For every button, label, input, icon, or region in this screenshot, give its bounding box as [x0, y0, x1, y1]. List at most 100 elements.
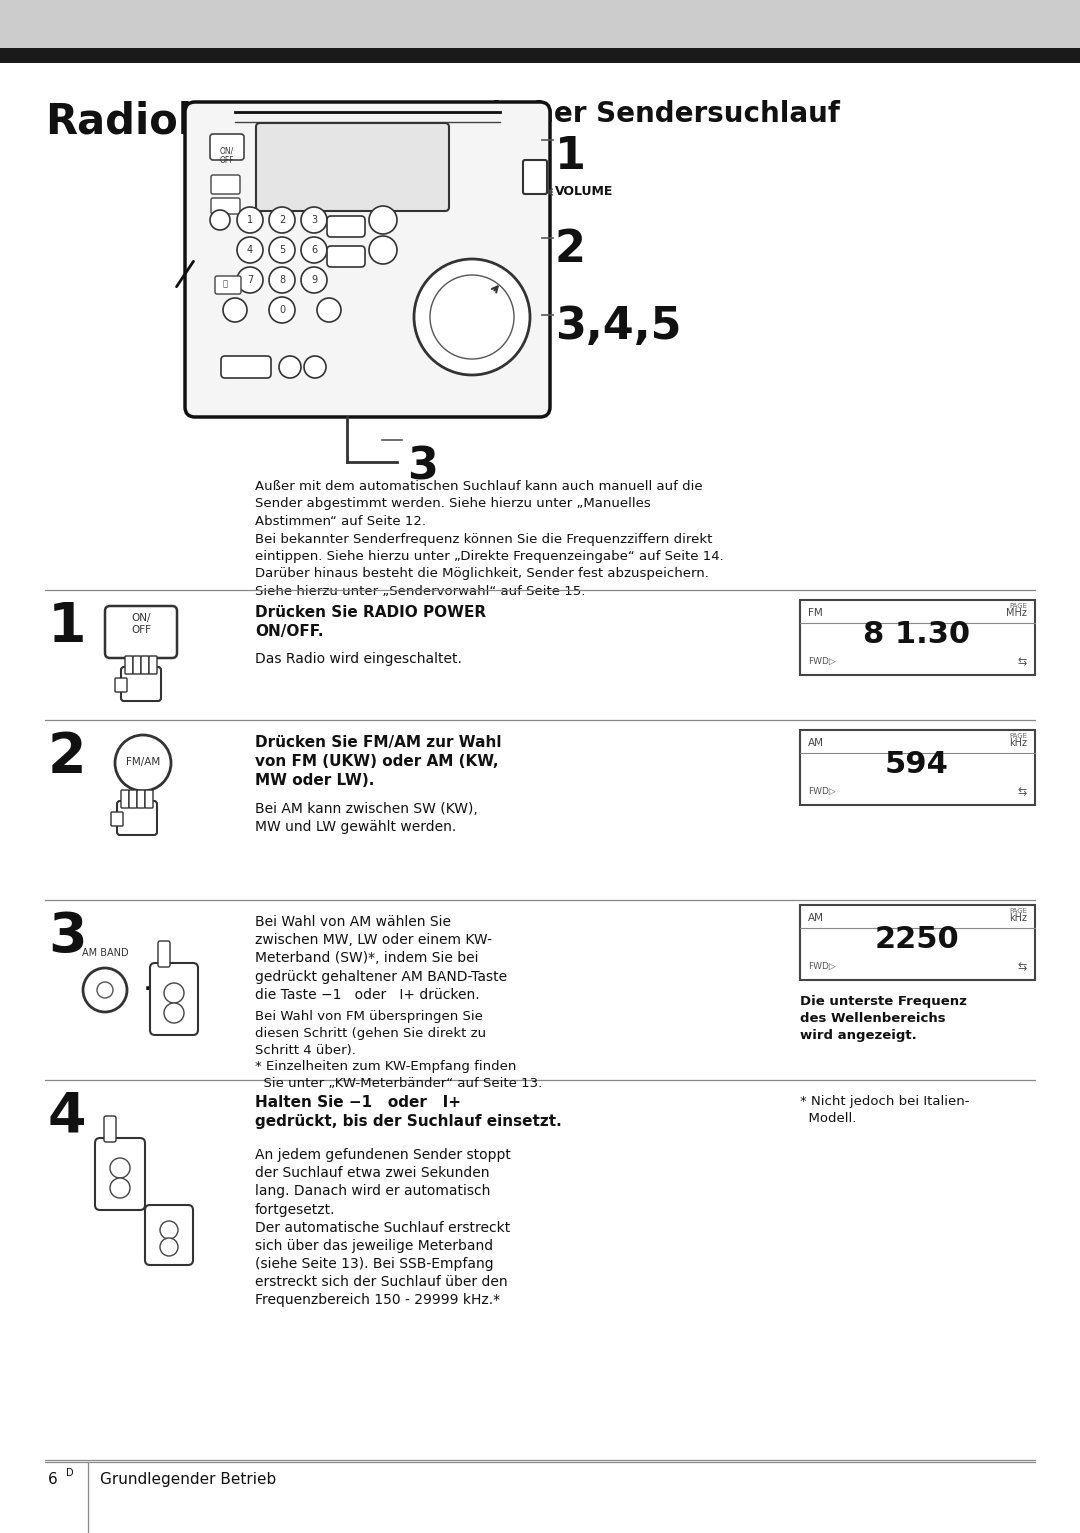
- Circle shape: [269, 207, 295, 233]
- Text: An jedem gefundenen Sender stoppt
der Suchlauf etwa zwei Sekunden
lang. Danach w: An jedem gefundenen Sender stoppt der Su…: [255, 1148, 511, 1308]
- Circle shape: [269, 267, 295, 293]
- FancyBboxPatch shape: [117, 802, 157, 835]
- FancyBboxPatch shape: [800, 599, 1035, 675]
- Text: Grundlegender Betrieb: Grundlegender Betrieb: [100, 1472, 276, 1487]
- FancyBboxPatch shape: [523, 159, 546, 195]
- FancyBboxPatch shape: [105, 606, 177, 658]
- FancyBboxPatch shape: [327, 216, 365, 238]
- Circle shape: [164, 983, 184, 1003]
- Text: 6: 6: [48, 1472, 57, 1487]
- Text: 3: 3: [48, 911, 86, 964]
- Circle shape: [269, 297, 295, 323]
- Text: Bei AM kann zwischen SW (KW),
MW und LW gewählt werden.: Bei AM kann zwischen SW (KW), MW und LW …: [255, 802, 477, 834]
- FancyBboxPatch shape: [221, 356, 271, 379]
- Text: PAGE: PAGE: [1009, 733, 1027, 739]
- FancyBboxPatch shape: [133, 656, 141, 675]
- Circle shape: [414, 259, 530, 376]
- Text: 6: 6: [311, 245, 318, 254]
- FancyBboxPatch shape: [211, 175, 240, 195]
- Circle shape: [318, 297, 341, 322]
- FancyBboxPatch shape: [150, 963, 198, 1035]
- Text: Halten Sie −1   oder   I+
gedrückt, bis der Suchlauf einsetzt.: Halten Sie −1 oder I+ gedrückt, bis der …: [255, 1095, 562, 1130]
- Text: 8 1.30: 8 1.30: [863, 619, 971, 648]
- FancyBboxPatch shape: [210, 133, 244, 159]
- Text: D: D: [66, 1469, 73, 1478]
- Circle shape: [97, 983, 113, 998]
- FancyBboxPatch shape: [158, 941, 170, 967]
- Circle shape: [110, 1157, 130, 1177]
- FancyBboxPatch shape: [137, 789, 145, 808]
- Text: * Nicht jedoch bei Italien-
  Modell.: * Nicht jedoch bei Italien- Modell.: [800, 1095, 970, 1125]
- FancyBboxPatch shape: [121, 789, 129, 808]
- FancyBboxPatch shape: [129, 789, 137, 808]
- Circle shape: [301, 267, 327, 293]
- FancyBboxPatch shape: [104, 1116, 116, 1142]
- Circle shape: [237, 207, 264, 233]
- Text: PAGE: PAGE: [1009, 602, 1027, 609]
- Text: Bei Wahl von AM wählen Sie
zwischen MW, LW oder einem KW-
Meterband (SW)*, indem: Bei Wahl von AM wählen Sie zwischen MW, …: [255, 915, 508, 1001]
- Text: 3: 3: [311, 215, 318, 225]
- Text: 5: 5: [279, 245, 285, 254]
- Circle shape: [237, 238, 264, 264]
- Text: FWD▷: FWD▷: [808, 658, 836, 665]
- Text: 1: 1: [555, 135, 586, 178]
- Text: 👋: 👋: [120, 675, 135, 699]
- Text: 7: 7: [247, 274, 253, 285]
- Text: 2250: 2250: [875, 924, 959, 954]
- Bar: [0, 48, 1080, 63]
- Circle shape: [110, 1177, 130, 1197]
- Text: kHz: kHz: [1009, 737, 1027, 748]
- Text: 1: 1: [247, 215, 253, 225]
- Text: AM: AM: [808, 737, 824, 748]
- FancyBboxPatch shape: [95, 1137, 145, 1210]
- Circle shape: [83, 967, 127, 1012]
- Text: ⇆: ⇆: [1017, 786, 1027, 797]
- Circle shape: [369, 205, 397, 235]
- Text: FM/AM: FM/AM: [126, 757, 160, 766]
- Circle shape: [222, 297, 247, 322]
- Text: ⇆: ⇆: [1017, 963, 1027, 972]
- Circle shape: [430, 274, 514, 359]
- Text: Außer mit dem automatischen Suchlauf kann auch manuell auf die
Sender abgestimmt: Außer mit dem automatischen Suchlauf kan…: [255, 480, 724, 598]
- Text: VOLUME: VOLUME: [555, 185, 613, 198]
- Bar: [0, 0, 1080, 48]
- FancyBboxPatch shape: [121, 667, 161, 701]
- Circle shape: [210, 210, 230, 230]
- FancyBboxPatch shape: [141, 656, 149, 675]
- Text: 1: 1: [48, 599, 86, 655]
- FancyBboxPatch shape: [149, 656, 157, 675]
- Text: Die unterste Frequenz
des Wellenbereichs
wird angezeigt.: Die unterste Frequenz des Wellenbereichs…: [800, 995, 967, 1042]
- Text: AM BAND: AM BAND: [82, 947, 129, 958]
- Text: AM: AM: [808, 914, 824, 923]
- FancyBboxPatch shape: [114, 678, 127, 691]
- FancyBboxPatch shape: [185, 103, 550, 417]
- Text: 8: 8: [279, 274, 285, 285]
- Text: 594: 594: [886, 750, 949, 779]
- Text: FWD▷: FWD▷: [808, 963, 836, 970]
- Text: PAGE: PAGE: [1009, 908, 1027, 914]
- Circle shape: [303, 356, 326, 379]
- Text: Drücken Sie FM/AM zur Wahl
von FM (UKW) oder AM (KW,
MW oder LW).: Drücken Sie FM/AM zur Wahl von FM (UKW) …: [255, 734, 501, 788]
- FancyBboxPatch shape: [145, 789, 153, 808]
- Text: 3: 3: [407, 445, 437, 487]
- FancyBboxPatch shape: [215, 276, 241, 294]
- Text: 4: 4: [247, 245, 253, 254]
- FancyBboxPatch shape: [211, 198, 240, 215]
- Text: 2: 2: [279, 215, 285, 225]
- Circle shape: [160, 1239, 178, 1256]
- Text: ON/
OFF: ON/ OFF: [131, 613, 151, 635]
- Text: ⏸: ⏸: [222, 279, 228, 288]
- Text: Radiobetrieb: Radiobetrieb: [45, 100, 349, 143]
- Text: ON/
OFF: ON/ OFF: [219, 146, 234, 166]
- Circle shape: [164, 1003, 184, 1023]
- FancyBboxPatch shape: [145, 1205, 193, 1265]
- Text: 0: 0: [279, 305, 285, 314]
- FancyBboxPatch shape: [111, 812, 123, 826]
- Text: 9: 9: [311, 274, 318, 285]
- Text: ⇆: ⇆: [1017, 658, 1027, 667]
- Circle shape: [269, 238, 295, 264]
- Text: +: +: [143, 975, 168, 1004]
- FancyBboxPatch shape: [327, 245, 365, 267]
- Text: FM: FM: [808, 609, 823, 618]
- Circle shape: [114, 734, 171, 791]
